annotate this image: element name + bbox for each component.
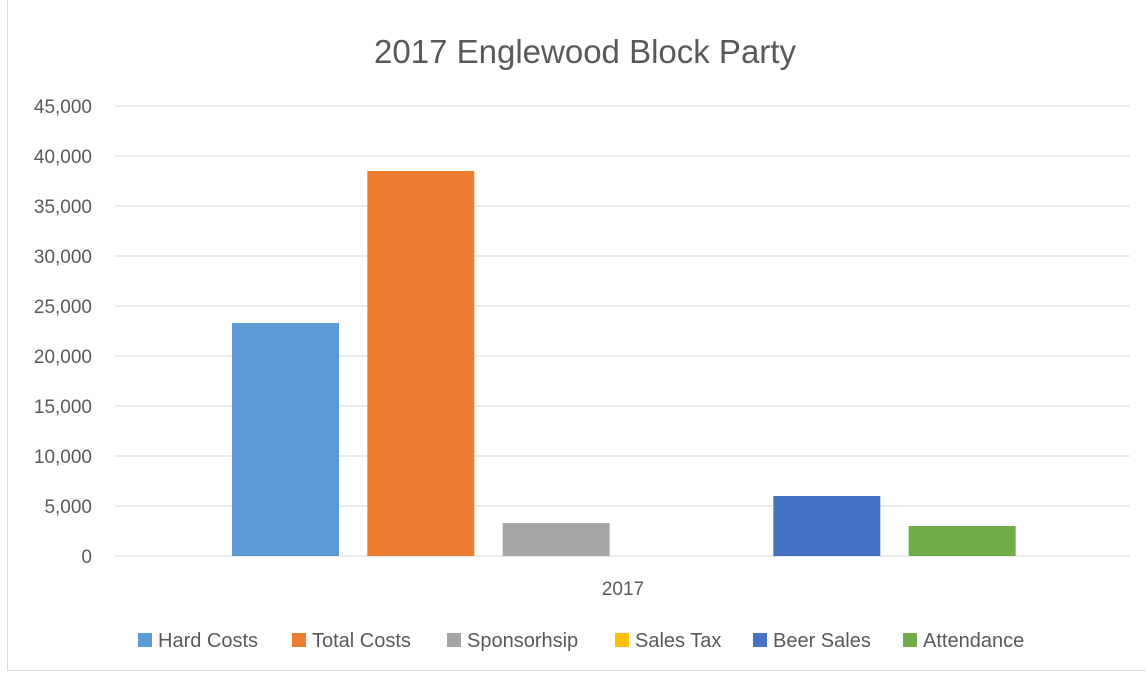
legend-swatch [753,633,767,647]
y-axis-tick-labels: 0 5,000 10,000 15,000 20,000 25,000 30,000 35,0… [34,97,92,568]
legend-label: Sales Tax [635,630,721,652]
legend: Hard Costs Total Costs Sponsorhsip Sales Ta… [138,630,1024,652]
y-tick-label: 5,000 [44,497,92,518]
legend-label: Sponsorhsip [467,630,578,652]
bar-total-costs [367,171,475,556]
legend-swatch [615,633,629,647]
y-tick-label: 10,000 [34,447,92,468]
bar-hard-costs [232,323,339,556]
y-tick-label: 35,000 [34,197,92,218]
legend-item: Total Costs [292,630,411,652]
bars [232,171,1016,556]
chart-title: 2017 Englewood Block Party [374,33,796,70]
y-tick-label: 25,000 [34,297,92,318]
x-tick-label: 2017 [602,579,644,600]
legend-label: Total Costs [312,630,411,652]
legend-swatch [292,633,306,647]
y-tick-label: 40,000 [34,147,92,168]
legend-item: Sales Tax [615,630,721,652]
legend-item: Hard Costs [138,630,258,652]
x-axis-tick-labels: 2017 [602,579,644,600]
legend-swatch [447,633,461,647]
y-tick-label: 0 [81,547,92,568]
y-tick-label: 15,000 [34,397,92,418]
bar-attendance [908,526,1016,556]
legend-label: Attendance [923,630,1024,652]
legend-item: Attendance [903,630,1024,652]
bar-sponsorhsip [502,523,610,556]
bar-beer-sales [773,496,881,556]
legend-label: Beer Sales [773,630,871,652]
legend-label: Hard Costs [158,630,258,652]
legend-swatch [903,633,917,647]
y-tick-label: 30,000 [34,247,92,268]
y-tick-label: 45,000 [34,97,92,118]
y-tick-label: 20,000 [34,347,92,368]
legend-swatch [138,633,152,647]
chart-frame [7,0,1146,671]
legend-item: Beer Sales [753,630,871,652]
legend-item: Sponsorhsip [447,630,578,652]
